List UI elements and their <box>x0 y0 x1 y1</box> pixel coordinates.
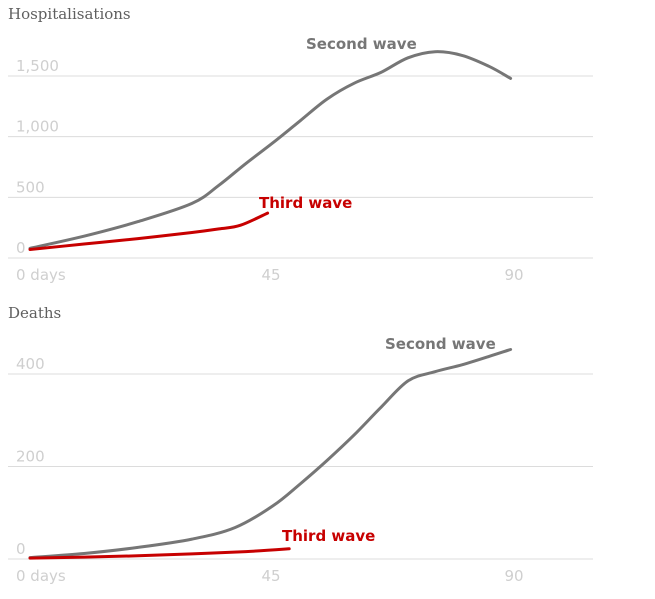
series-line-second-wave <box>28 348 513 560</box>
series-line-second-wave <box>28 50 513 250</box>
x-tick-label: 90 <box>504 266 523 284</box>
series-label-third-wave: Third wave <box>282 527 375 545</box>
x-tick-label: 0 days <box>16 567 66 585</box>
y-tick-label: 1,000 <box>16 118 59 136</box>
series-line-third-wave <box>28 211 270 251</box>
panel-1: Hospitalisations 0 500 1,000 1,500 0 days 45 90… <box>8 5 593 284</box>
y-tick-label: 0 <box>16 540 26 558</box>
panel-2: Deaths 0 200 400 0 days 45 90 Second wave Third … <box>8 304 593 585</box>
series-label-second-wave: Second wave <box>385 335 496 353</box>
y-tick-label: 200 <box>16 448 45 466</box>
y-tick-label: 500 <box>16 178 45 196</box>
y-tick-label: 0 <box>16 239 26 257</box>
x-tick-label: 45 <box>261 266 280 284</box>
series-label-third-wave: Third wave <box>259 194 352 212</box>
series-label-second-wave: Second wave <box>306 35 417 53</box>
panel-title: Hospitalisations <box>8 5 131 23</box>
y-tick-label: 400 <box>16 355 45 373</box>
series-line-third-wave <box>28 547 291 560</box>
panel-title: Deaths <box>8 304 61 322</box>
x-tick-label: 0 days <box>16 266 66 284</box>
y-tick-label: 1,500 <box>16 57 59 75</box>
x-tick-label: 90 <box>504 567 523 585</box>
x-tick-label: 45 <box>261 567 280 585</box>
